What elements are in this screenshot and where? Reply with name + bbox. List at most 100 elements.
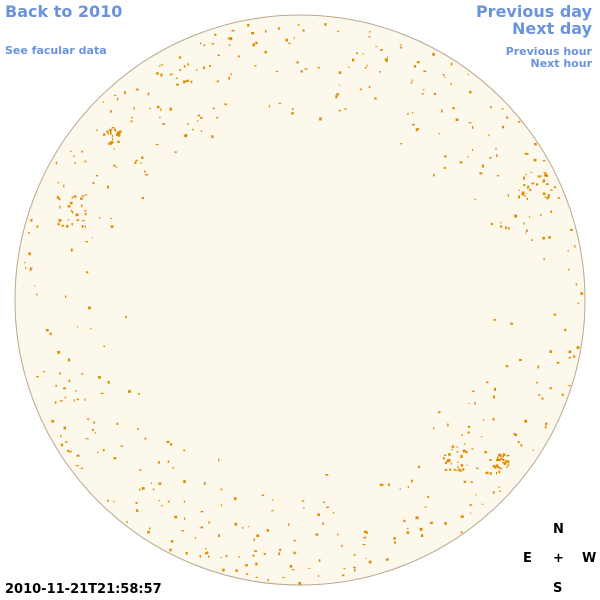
- previous-hour-link[interactable]: Previous hour: [505, 45, 592, 58]
- facula: [107, 185, 110, 189]
- facula: [523, 184, 526, 186]
- facula: [534, 143, 537, 146]
- facula: [143, 170, 146, 173]
- facula: [493, 318, 496, 321]
- facula: [510, 322, 513, 325]
- facula: [84, 210, 87, 212]
- facula: [110, 131, 112, 134]
- facula: [254, 550, 257, 552]
- facula: [137, 510, 139, 512]
- facula: [567, 268, 570, 271]
- facula: [503, 462, 507, 465]
- facula: [197, 114, 201, 117]
- facula: [550, 189, 553, 191]
- facula: [341, 544, 343, 547]
- facula: [216, 80, 219, 83]
- facula: [81, 195, 85, 197]
- facula: [444, 469, 448, 471]
- facula: [485, 471, 489, 475]
- facula: [253, 538, 255, 541]
- facula: [463, 480, 467, 483]
- facula: [51, 420, 55, 423]
- facula: [341, 574, 345, 577]
- facula: [102, 448, 105, 452]
- facula: [172, 466, 174, 469]
- facula: [575, 283, 577, 286]
- facula: [158, 482, 162, 485]
- facula: [486, 381, 489, 384]
- facula: [199, 555, 201, 558]
- facula: [527, 153, 529, 155]
- facula: [544, 196, 547, 198]
- facula: [550, 210, 553, 213]
- facula: [444, 155, 447, 158]
- facula: [453, 468, 456, 471]
- facula: [495, 464, 499, 468]
- facula: [445, 461, 447, 465]
- facula: [387, 56, 388, 58]
- facula: [141, 156, 144, 159]
- facula: [459, 161, 463, 164]
- facula: [220, 557, 222, 559]
- facula: [364, 67, 367, 69]
- facula: [63, 184, 65, 188]
- facula: [211, 135, 214, 139]
- facula: [54, 401, 57, 404]
- facula: [518, 195, 520, 199]
- facula: [252, 554, 255, 557]
- facula: [493, 387, 497, 391]
- facula: [525, 193, 527, 195]
- facula: [469, 90, 472, 94]
- facula: [450, 83, 452, 86]
- facula: [57, 223, 60, 226]
- next-hour-link[interactable]: Next hour: [530, 57, 593, 70]
- next-day-link[interactable]: Next day: [512, 19, 592, 38]
- facula: [263, 553, 266, 555]
- facula: [92, 428, 94, 431]
- facula: [60, 400, 63, 402]
- facula: [544, 425, 547, 429]
- facula: [261, 494, 265, 497]
- facula: [368, 31, 371, 33]
- facula: [500, 225, 503, 228]
- facula: [247, 526, 250, 528]
- facula: [291, 569, 295, 571]
- facula: [547, 194, 550, 196]
- facula: [185, 551, 188, 555]
- facula: [205, 548, 207, 550]
- facula: [125, 315, 127, 319]
- facula: [381, 484, 384, 486]
- facula: [209, 65, 211, 67]
- facula: [336, 93, 339, 96]
- facula: [61, 224, 64, 227]
- facular-data-link[interactable]: See facular data: [5, 44, 107, 57]
- facula: [227, 37, 231, 40]
- facula: [446, 459, 450, 463]
- facula: [496, 458, 499, 462]
- back-link[interactable]: Back to 2010: [5, 2, 123, 21]
- facula: [237, 55, 240, 58]
- facula: [225, 554, 228, 558]
- facula: [523, 195, 526, 197]
- facula: [472, 125, 474, 129]
- facula: [540, 175, 543, 177]
- facula: [348, 66, 350, 68]
- facula: [544, 173, 548, 177]
- facula: [415, 516, 419, 520]
- facula: [107, 380, 110, 384]
- facula: [460, 515, 464, 518]
- facula: [481, 503, 484, 505]
- facula: [57, 182, 60, 184]
- facula: [322, 522, 324, 525]
- facula: [113, 148, 115, 150]
- facula: [60, 443, 64, 447]
- facula: [343, 568, 346, 570]
- facula: [380, 49, 383, 51]
- facula: [457, 465, 459, 469]
- previous-day-link[interactable]: Previous day: [475, 2, 592, 21]
- facula: [181, 530, 185, 532]
- facula: [411, 79, 413, 82]
- facula: [113, 457, 117, 460]
- facula: [112, 138, 114, 141]
